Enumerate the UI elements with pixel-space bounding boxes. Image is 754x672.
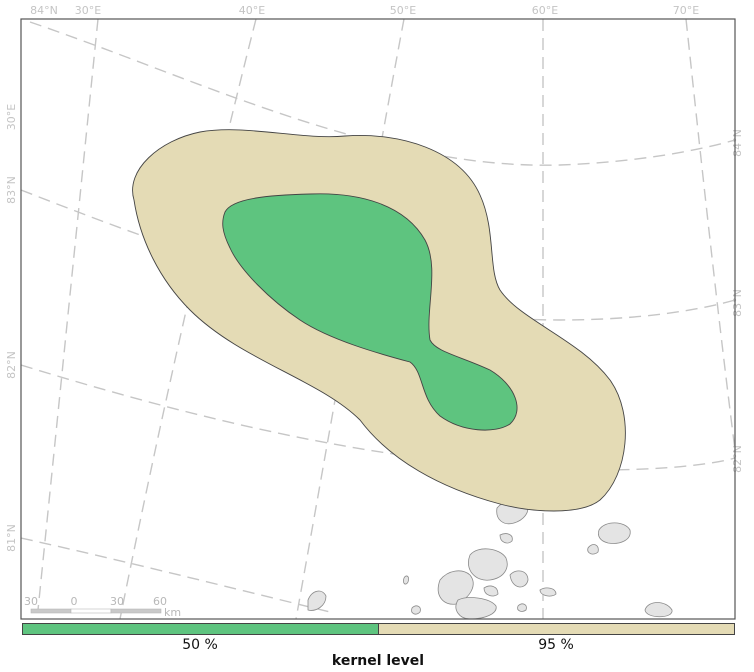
legend-title: kernel level — [331, 653, 425, 669]
legend-swatch-50 — [23, 624, 379, 634]
scale-bar-segment-2 — [70, 608, 112, 614]
top-label-70e: 70°E — [673, 4, 699, 17]
map-panel: 84°N 30°E 40°E 50°E 60°E 70°E 30°E 83°N … — [5, 4, 744, 620]
left-label-81n: 81°N — [5, 524, 18, 552]
left-label-83n: 83°N — [5, 176, 18, 204]
top-label-60e: 60°E — [532, 4, 558, 17]
top-label-40e: 40°E — [239, 4, 265, 17]
graticule-labels-top: 84°N 30°E 40°E 50°E 60°E 70°E — [30, 4, 699, 17]
left-label-82n: 82°N — [5, 351, 18, 379]
scale-label-30-left: 30 — [24, 595, 38, 608]
graticule-meridians — [37, 19, 735, 619]
legend-bar — [22, 623, 735, 635]
right-label-84n: 84°N — [731, 129, 744, 157]
scale-bar: 30 0 30 60 km — [24, 595, 181, 619]
legend-swatch-95 — [379, 624, 734, 634]
top-label-50e: 50°E — [390, 4, 416, 17]
kernel-50-polygon — [222, 193, 518, 431]
graticule-labels-left: 30°E 83°N 82°N 81°N — [5, 104, 18, 552]
scale-bar-segment-3 — [110, 608, 162, 614]
graticule-labels-right: 84°N 83°N 82°N — [731, 129, 744, 473]
right-label-83n: 83°N — [731, 289, 744, 317]
scale-label-60: 60 — [153, 595, 167, 608]
scale-label-30: 30 — [110, 595, 124, 608]
scale-unit: km — [164, 606, 181, 619]
top-label-30e: 30°E — [75, 4, 101, 17]
map-frame — [20, 18, 736, 620]
top-label-84n: 84°N — [30, 4, 58, 17]
right-label-82n: 82°N — [731, 445, 744, 473]
legend-label-95: 95 % — [538, 637, 574, 653]
scale-label-0: 0 — [71, 595, 78, 608]
scale-bar-segment-1 — [30, 608, 72, 614]
left-label-30e: 30°E — [5, 104, 18, 130]
legend-label-50: 50 % — [182, 637, 218, 653]
